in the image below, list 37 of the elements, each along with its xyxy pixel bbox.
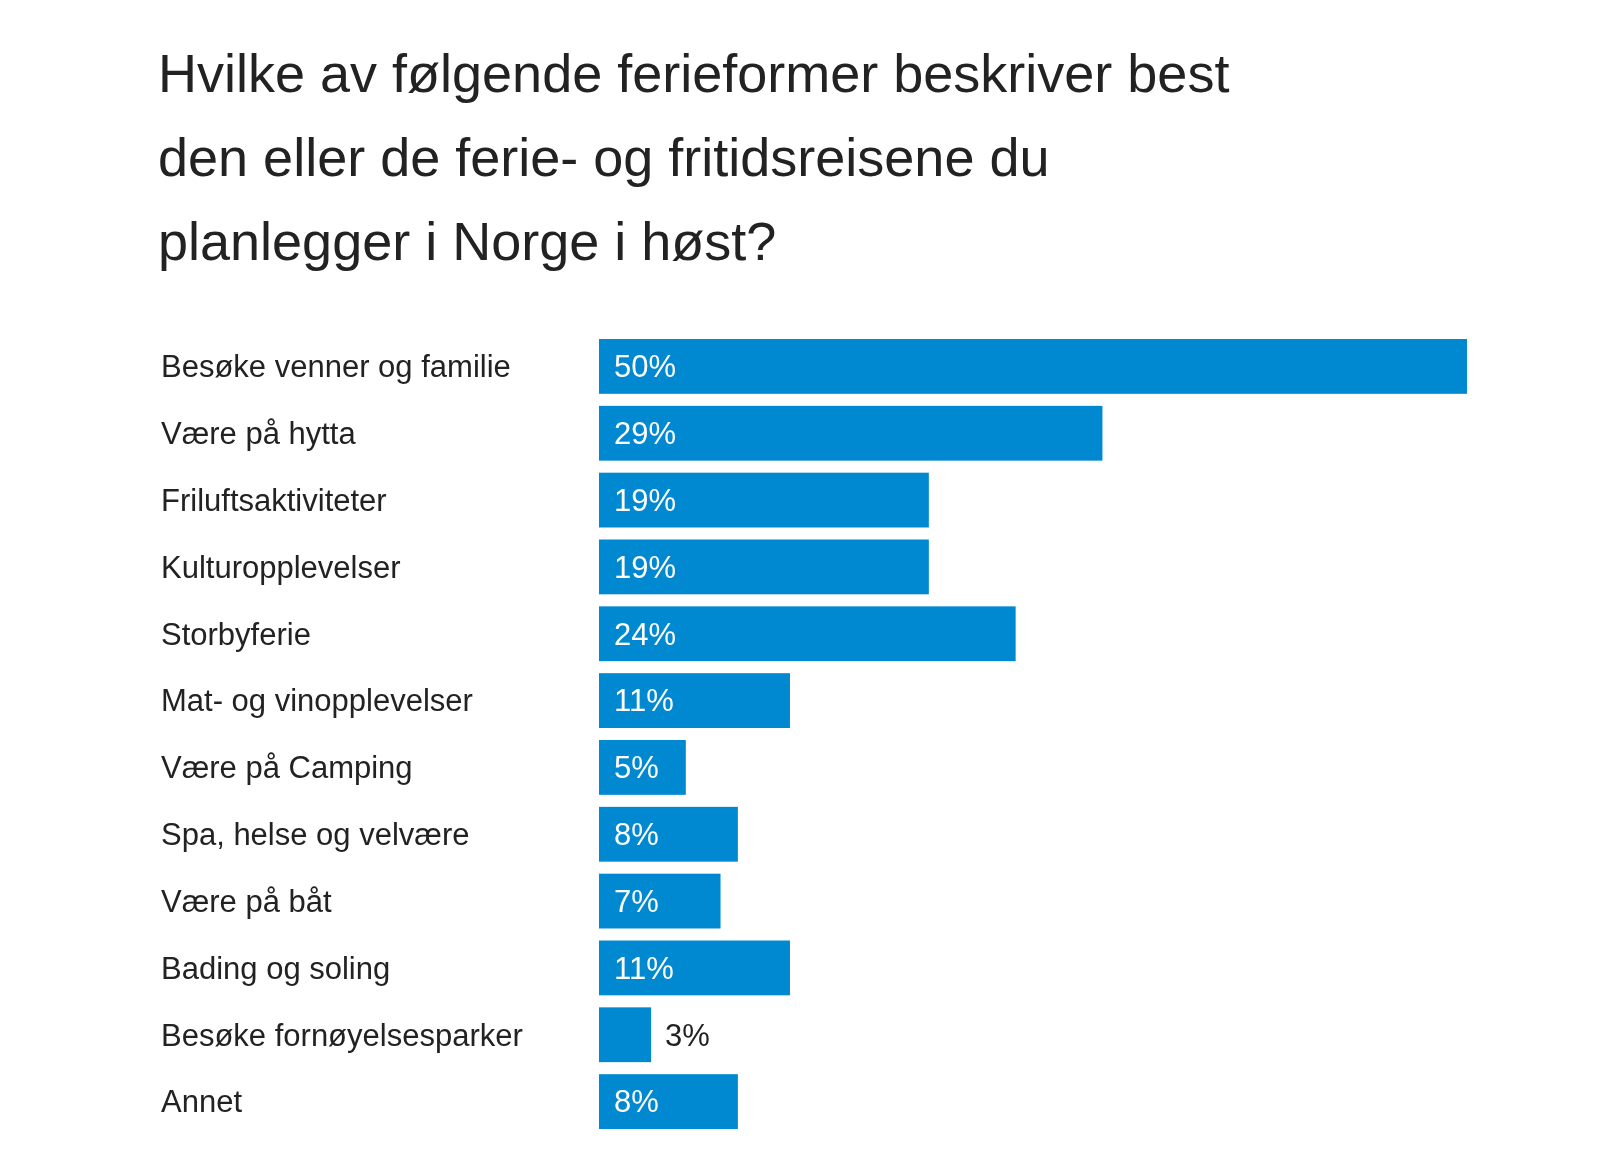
data-label: 8% bbox=[614, 817, 659, 853]
data-label: 8% bbox=[614, 1084, 659, 1120]
bar bbox=[599, 673, 790, 728]
bar bbox=[599, 873, 721, 929]
bar bbox=[599, 539, 929, 595]
bar bbox=[599, 1074, 738, 1129]
data-label: 19% bbox=[614, 549, 677, 585]
data-label: 50% bbox=[614, 349, 677, 385]
y-tick-label: Være på båt bbox=[161, 883, 332, 919]
y-tick-label: Kulturopplevelser bbox=[161, 549, 401, 585]
bar bbox=[599, 339, 1467, 394]
y-tick-label: Være på hytta bbox=[161, 416, 357, 452]
bar bbox=[599, 806, 738, 862]
chart-title: Hvilke av følgende ferieformer beskriver best den eller de ferie- og fritidsreisene du planlegger i Norge i høst? bbox=[158, 43, 1230, 271]
bar bbox=[599, 405, 1103, 461]
bar bbox=[599, 1007, 652, 1063]
y-tick-label: Spa, helse og velvære bbox=[161, 817, 470, 853]
data-label: 3% bbox=[665, 1017, 710, 1053]
bar bbox=[599, 606, 1016, 662]
data-label: 19% bbox=[614, 482, 677, 518]
data-label: 11% bbox=[614, 683, 674, 719]
y-tick-label: Friluftsaktiviteter bbox=[161, 482, 387, 518]
y-tick-label: Besøke fornøyelsesparker bbox=[161, 1017, 523, 1053]
y-tick-label: Være på Camping bbox=[161, 750, 413, 786]
bar bbox=[599, 472, 929, 528]
data-label: 7% bbox=[614, 883, 659, 919]
bar bbox=[599, 940, 790, 996]
y-tick-label: Annet bbox=[161, 1084, 243, 1120]
data-label: 29% bbox=[614, 416, 677, 452]
y-tick-label: Mat- og vinopplevelser bbox=[161, 683, 473, 719]
data-label: 11% bbox=[614, 950, 674, 986]
data-label: 5% bbox=[614, 750, 659, 786]
y-tick-label: Bading og soling bbox=[161, 950, 391, 986]
y-tick-label: Storbyferie bbox=[161, 616, 311, 652]
data-label: 24% bbox=[614, 616, 677, 652]
bar bbox=[599, 740, 686, 795]
y-tick-label: Besøke venner og familie bbox=[161, 349, 511, 385]
